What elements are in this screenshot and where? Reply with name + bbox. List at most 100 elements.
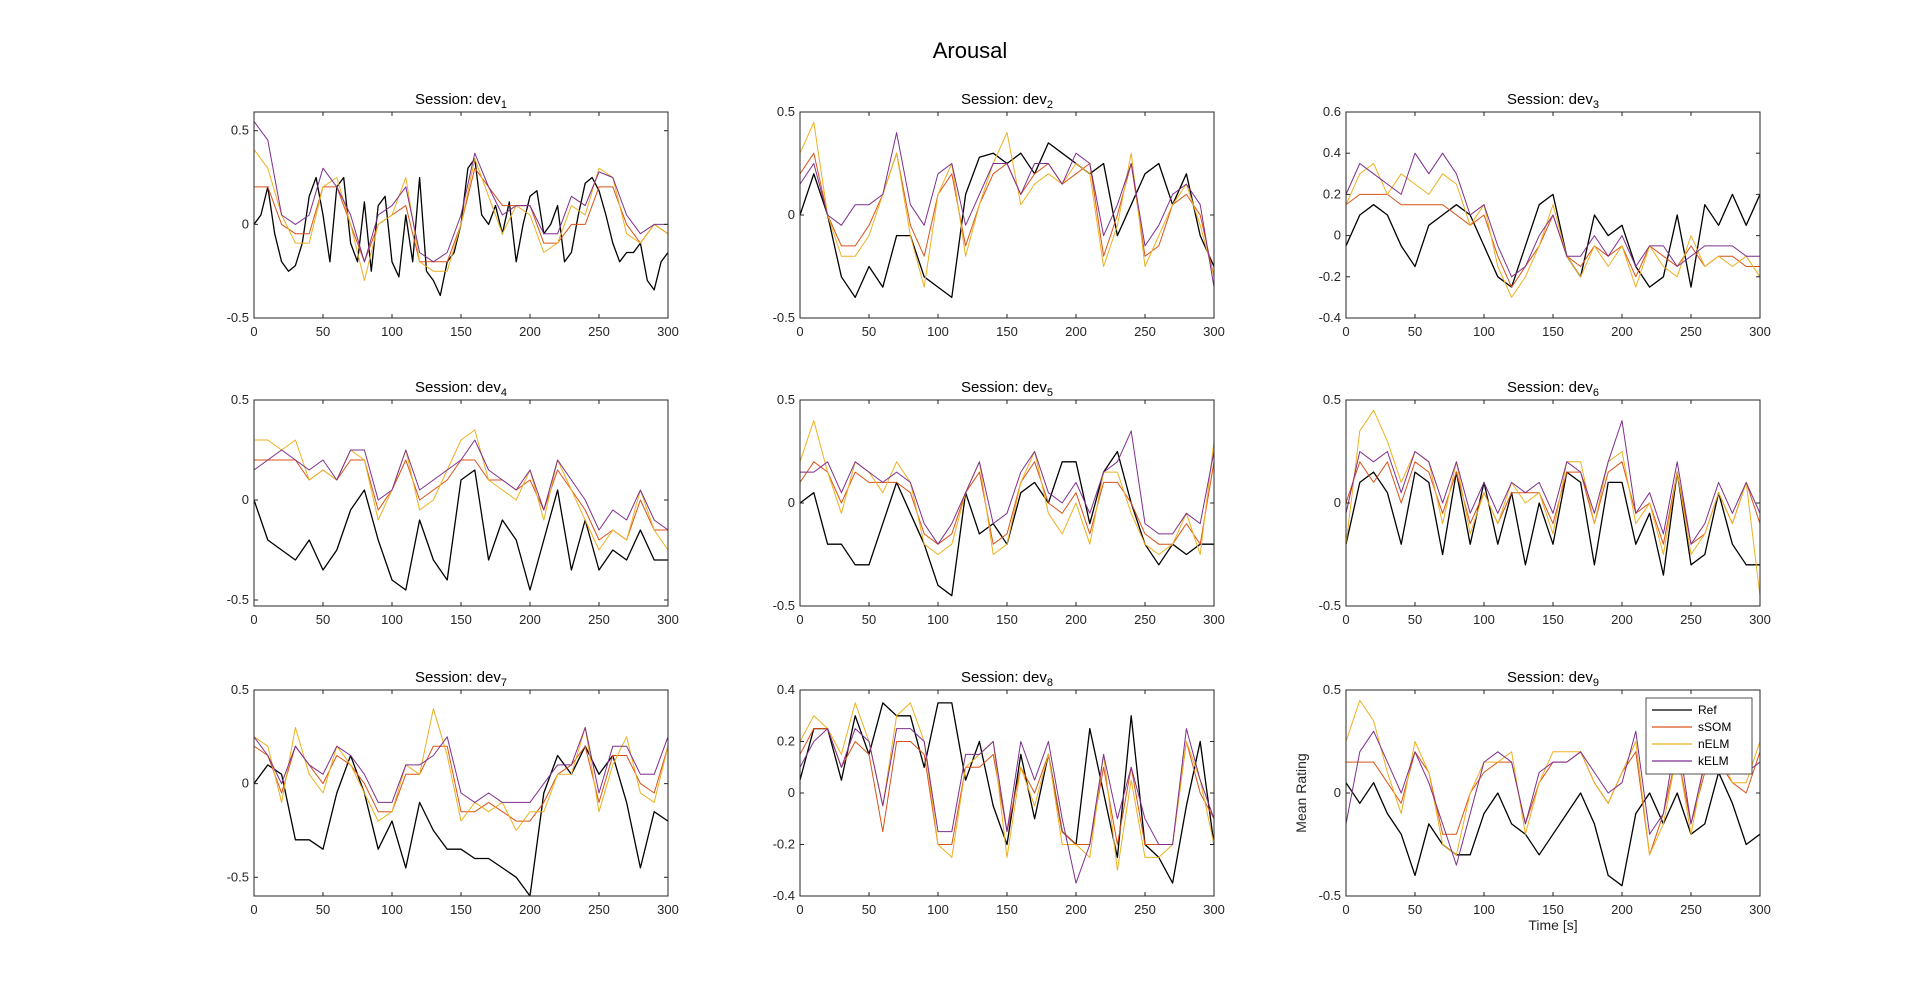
- x-tick-label: 50: [1408, 612, 1422, 627]
- x-tick-label: 100: [927, 902, 949, 917]
- y-tick-label: 0: [788, 207, 795, 222]
- x-tick-label: 250: [1680, 324, 1702, 339]
- panel-title: Session: dev1: [415, 91, 507, 111]
- x-tick-label: 0: [796, 902, 803, 917]
- series-line-nelm: [1346, 699, 1760, 856]
- x-tick-label: 150: [1542, 324, 1564, 339]
- x-tick-label: 100: [927, 324, 949, 339]
- y-tick-label: 0.4: [1323, 145, 1341, 160]
- series-line-kelm: [1346, 152, 1760, 278]
- y-tick-label: 0.2: [777, 734, 795, 749]
- y-tick-label: 0: [788, 495, 795, 510]
- x-tick-label: 150: [996, 324, 1018, 339]
- x-tick-label: 150: [1542, 902, 1564, 917]
- x-tick-label: 300: [1749, 324, 1771, 339]
- x-tick-label: 250: [1134, 612, 1156, 627]
- series-line-kelm: [1346, 420, 1760, 545]
- x-tick-label: 250: [588, 902, 610, 917]
- series-group: [800, 121, 1214, 299]
- panel-title: Session: dev9: [1507, 669, 1599, 689]
- series-group: [800, 702, 1214, 884]
- x-tick-label: 150: [450, 902, 472, 917]
- y-tick-label: 0: [242, 492, 249, 507]
- x-tick-label: 100: [1473, 902, 1495, 917]
- panel-dev3: 0 50 100 150 200 250 300 -0.4 -0.2 0 0.2 0.4 0.6 Sess…: [1319, 91, 1771, 339]
- series-line-ref: [254, 745, 668, 896]
- series-line-ref: [1346, 471, 1760, 576]
- x-tick-label: 300: [1203, 902, 1225, 917]
- x-tick-label: 100: [1473, 612, 1495, 627]
- series-group: [1346, 699, 1760, 887]
- legend-label-kelm: kELM: [1698, 754, 1729, 768]
- y-tick-label: -0.5: [227, 869, 249, 884]
- series-line-ref: [1346, 193, 1760, 288]
- panel-title: Session: dev8: [961, 669, 1053, 689]
- y-tick-label: -0.5: [1319, 888, 1341, 903]
- x-tick-label: 50: [862, 612, 876, 627]
- x-tick-label: 50: [862, 324, 876, 339]
- y-tick-label: -0.5: [773, 310, 795, 325]
- legend-label-nelm: nELM: [1698, 737, 1729, 751]
- y-tick-label: 0.5: [1323, 392, 1341, 407]
- x-tick-label: 100: [381, 324, 403, 339]
- x-tick-label: 0: [250, 324, 257, 339]
- y-tick-label: -0.5: [1319, 598, 1341, 613]
- x-tick-label: 300: [657, 324, 679, 339]
- x-tick-label: 0: [250, 902, 257, 917]
- series-line-kelm: [800, 430, 1214, 545]
- series-line-kelm: [254, 439, 668, 531]
- legend: Ref sSOM nELM kELM: [1645, 697, 1753, 775]
- axes-background: [1346, 400, 1760, 606]
- x-tick-label: 300: [1749, 612, 1771, 627]
- y-tick-label: -0.4: [1319, 310, 1341, 325]
- series-group: [800, 420, 1214, 597]
- x-tick-label: 250: [588, 324, 610, 339]
- series-line-kelm: [800, 132, 1214, 288]
- x-tick-label: 250: [1680, 612, 1702, 627]
- x-tick-label: 150: [996, 902, 1018, 917]
- figure-title: Arousal: [933, 38, 1008, 63]
- series-line-ssom: [254, 745, 668, 822]
- series-group: [254, 121, 668, 297]
- series-line-nelm: [800, 121, 1214, 288]
- x-tick-label: 0: [796, 324, 803, 339]
- x-tick-label: 200: [519, 324, 541, 339]
- y-tick-label: 0: [1334, 228, 1341, 243]
- x-tick-label: 300: [657, 612, 679, 627]
- y-tick-label: 0.5: [777, 392, 795, 407]
- x-axis-label: Time [s]: [1528, 917, 1577, 933]
- y-tick-label: -0.2: [773, 837, 795, 852]
- series-group: [1346, 152, 1760, 298]
- series-group: [254, 429, 668, 591]
- panel-title: Session: dev6: [1507, 379, 1599, 399]
- legend-label-ssom: sSOM: [1698, 720, 1731, 734]
- panel-title: Session: dev4: [415, 379, 507, 399]
- y-tick-label: 0.5: [1323, 682, 1341, 697]
- panel-title: Session: dev3: [1507, 91, 1599, 111]
- x-tick-label: 300: [1749, 902, 1771, 917]
- series-line-kelm: [254, 121, 668, 263]
- x-tick-label: 0: [796, 612, 803, 627]
- x-tick-label: 150: [996, 612, 1018, 627]
- x-tick-label: 200: [519, 612, 541, 627]
- x-tick-label: 200: [519, 902, 541, 917]
- series-group: [254, 708, 668, 896]
- y-tick-label: -0.5: [227, 310, 249, 325]
- y-tick-label: 0: [242, 216, 249, 231]
- y-tick-label: 0: [1334, 495, 1341, 510]
- x-tick-label: 150: [450, 324, 472, 339]
- y-tick-label: -0.4: [773, 888, 795, 903]
- y-tick-label: 0: [788, 785, 795, 800]
- x-tick-label: 50: [1408, 902, 1422, 917]
- panel-dev8: 0 50 100 150 200 250 300 -0.4 -0.2 0 0.2 0.4 Session…: [773, 669, 1225, 917]
- x-tick-label: 50: [316, 612, 330, 627]
- x-tick-label: 150: [1542, 612, 1564, 627]
- panel-title: Session: dev2: [961, 91, 1053, 111]
- x-tick-label: 0: [1342, 612, 1349, 627]
- x-tick-label: 200: [1611, 612, 1633, 627]
- x-tick-label: 300: [1203, 612, 1225, 627]
